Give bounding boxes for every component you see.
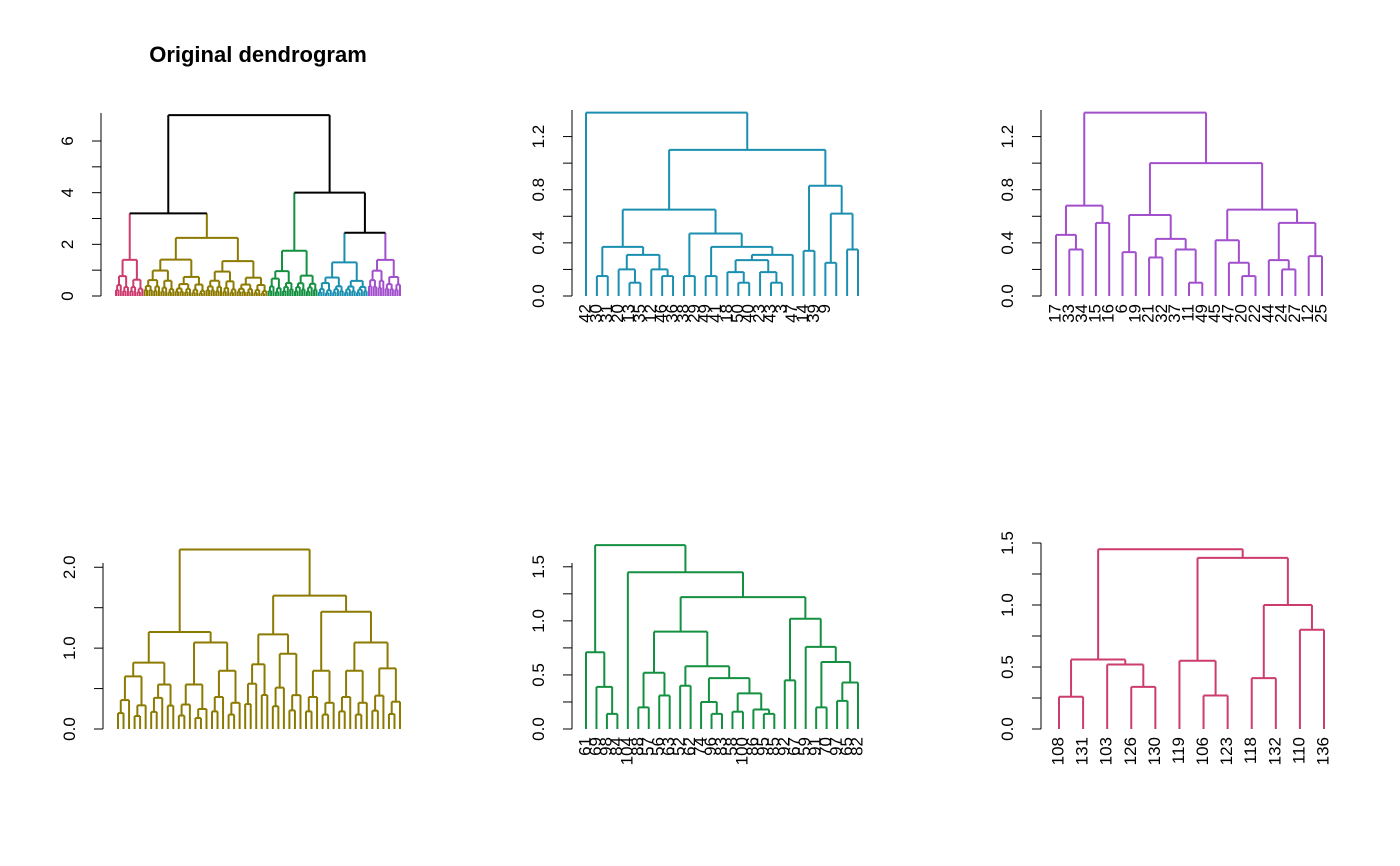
- panel-4-dendrogram: 0.0 1.0 2.0: [60, 549, 400, 740]
- y-tick-label: 0.0: [998, 717, 1017, 741]
- y-tick-label: 0.4: [529, 231, 548, 255]
- y-tick-label: 0.0: [998, 284, 1017, 308]
- y-tick-label: 0.5: [529, 663, 548, 687]
- panel-1-title: Original dendrogram: [149, 42, 367, 67]
- y-tick-label: 0.5: [998, 655, 1017, 679]
- y-tick-label: 4: [58, 188, 77, 197]
- leaf-label: 9: [815, 304, 834, 313]
- y-tick-label: 6: [58, 136, 77, 145]
- leaf-label: 25: [1311, 304, 1330, 323]
- y-tick-label: 0.0: [60, 717, 79, 741]
- leaf-label: 136: [1313, 737, 1332, 765]
- panel-1-original-dendrogram: 0 2 4 6: [58, 113, 400, 301]
- leaf-label: 126: [1121, 737, 1140, 765]
- panel-5-dendrogram: 0.00.51.01.56169988410488575663526274968…: [529, 545, 866, 765]
- y-tick-label: 0: [58, 291, 77, 300]
- y-tick-label: 0.8: [998, 178, 1017, 202]
- y-tick-label: 0.4: [998, 231, 1017, 255]
- y-tick-label: 0.0: [529, 284, 548, 308]
- leaf-label: 131: [1073, 737, 1092, 765]
- panel-3-dendrogram: 0.00.40.81.21733341516619213237114945472…: [998, 110, 1330, 323]
- leaf-label: 108: [1048, 737, 1067, 765]
- panel-6-dendrogram: 0.0 0.5 1.0 1.5 108 131 103 126 130 119 106 123 118 1…: [998, 531, 1332, 765]
- leaf-label: 110: [1289, 737, 1308, 764]
- y-tick-label: 1.2: [529, 125, 548, 149]
- panel-2-dendrogram: 0.0 0.4 0.8 1.2 4230312013351246363829494118…: [529, 110, 858, 323]
- leaf-label: 118: [1241, 737, 1260, 764]
- y-tick-label: 1.5: [529, 555, 548, 579]
- leaf-label: 119: [1169, 737, 1188, 764]
- y-tick-label: 1.0: [998, 593, 1017, 617]
- y-tick-label: 0.8: [529, 178, 548, 202]
- y-tick-label: 0.0: [529, 717, 548, 741]
- y-tick-label: 2.0: [60, 555, 79, 579]
- leaf-label: 106: [1193, 737, 1212, 765]
- leaf-label: 123: [1217, 737, 1236, 765]
- leaf-label: 130: [1145, 737, 1164, 765]
- y-tick-label: 2: [58, 240, 77, 249]
- leaf-label: 132: [1265, 737, 1284, 765]
- leaf-label: 82: [847, 737, 866, 756]
- y-tick-label: 1.2: [998, 125, 1017, 149]
- leaf-label: 103: [1097, 737, 1116, 765]
- y-tick-label: 1.0: [529, 609, 548, 633]
- y-tick-label: 1.5: [998, 531, 1017, 555]
- y-tick-label: 1.0: [60, 636, 79, 660]
